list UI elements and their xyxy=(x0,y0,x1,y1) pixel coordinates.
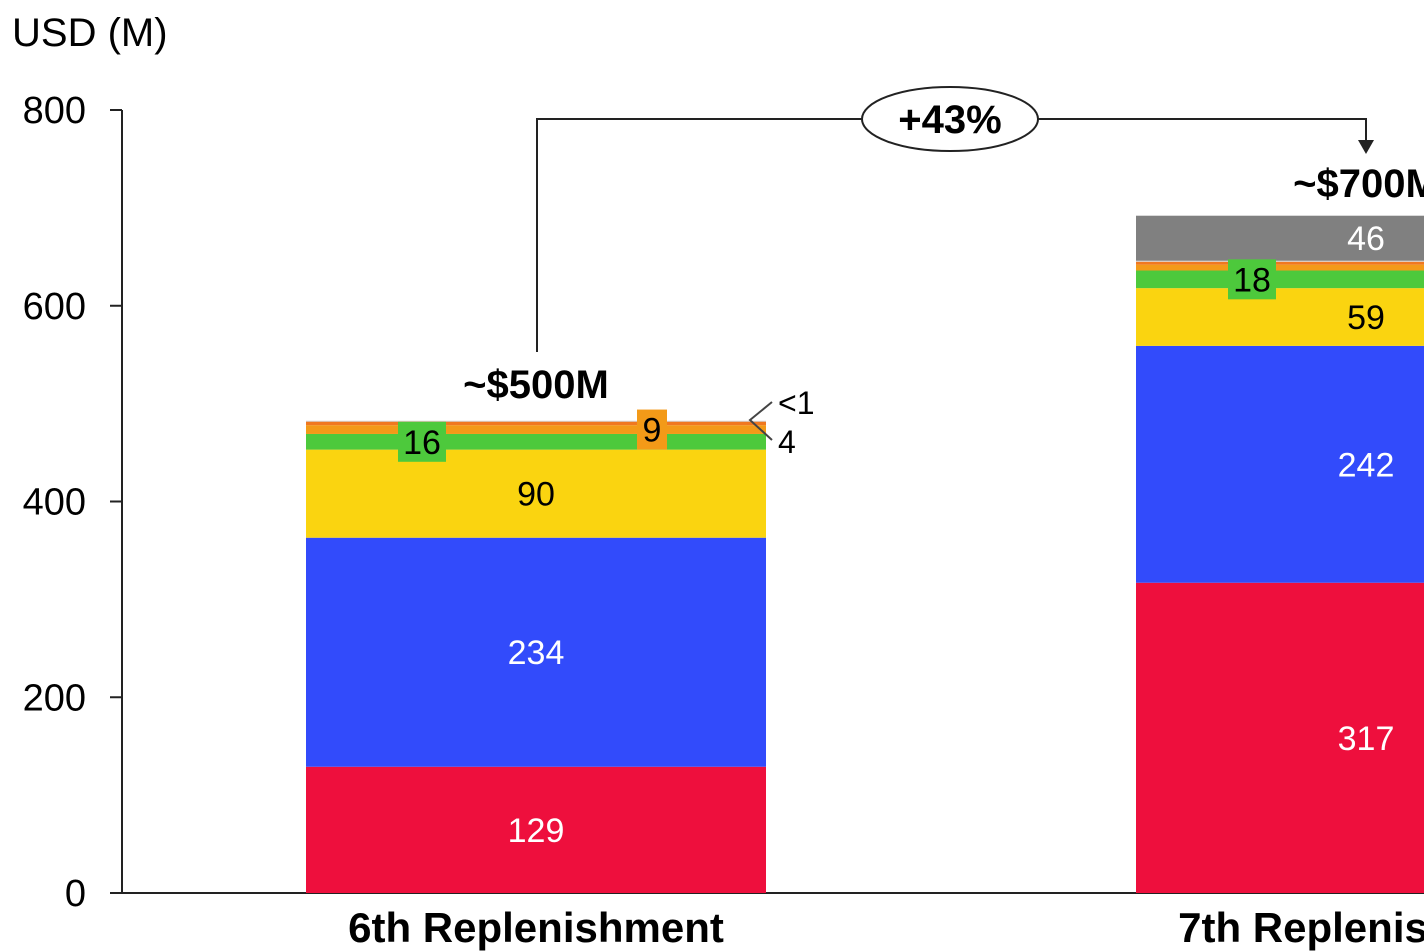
bar-segment xyxy=(306,425,766,434)
segment-label: 129 xyxy=(508,812,565,850)
bar-segment xyxy=(1136,215,1424,261)
segment-label: 18 xyxy=(1233,261,1271,299)
callout-label: <1 xyxy=(778,385,814,421)
segment-label: 90 xyxy=(517,476,555,514)
segment-label: 16 xyxy=(403,424,441,462)
segment-label: 46 xyxy=(1347,220,1385,258)
total-label: ~$700M xyxy=(1293,162,1424,206)
y-tick-label: 600 xyxy=(23,286,86,328)
bar-segment xyxy=(306,433,766,450)
y-tick-label: 200 xyxy=(23,677,86,719)
segment-label: 234 xyxy=(508,634,565,672)
callout-label: 4 xyxy=(778,424,796,460)
y-tick-label: 400 xyxy=(23,482,86,524)
bar-segment xyxy=(1136,288,1424,346)
bar-segment xyxy=(1136,260,1424,262)
growth-bubble xyxy=(861,86,1039,152)
bar-segment xyxy=(306,449,766,538)
segment-label: 9 xyxy=(643,412,662,450)
segment-label-box xyxy=(637,409,667,450)
segment-label: 242 xyxy=(1338,446,1395,484)
segment-label-box xyxy=(1228,259,1276,300)
bar-segment xyxy=(306,766,766,893)
bar-segment xyxy=(1136,264,1424,271)
bar-segment xyxy=(1136,270,1424,289)
unit-label: USD (M) xyxy=(12,11,168,55)
growth-label: +43% xyxy=(898,98,1001,142)
arrow-head xyxy=(1358,140,1374,154)
category-label: 7th Replenishment xyxy=(1178,904,1424,951)
segment-label: 317 xyxy=(1338,720,1395,758)
annotations: ~$500M ~$700M +43% <14 6th Replenishment 7th … xyxy=(348,86,1424,951)
callout-leader xyxy=(748,401,773,441)
segment-label-box xyxy=(398,421,446,462)
bar-segment xyxy=(1136,261,1424,265)
y-tick-label: 800 xyxy=(23,90,86,132)
total-label: ~$500M xyxy=(463,363,609,407)
bar-segment xyxy=(306,421,766,426)
bars: 129 234 90 16 9 317 242 59 18 46 xyxy=(306,215,1424,893)
segment-label: 59 xyxy=(1347,299,1385,337)
y-tick-label: 0 xyxy=(65,873,86,915)
bar-segment xyxy=(306,537,766,767)
bar-segment xyxy=(306,420,766,422)
bar-segment xyxy=(1136,582,1424,893)
bar-segment xyxy=(1136,345,1424,583)
category-label: 6th Replenishment xyxy=(348,904,724,951)
